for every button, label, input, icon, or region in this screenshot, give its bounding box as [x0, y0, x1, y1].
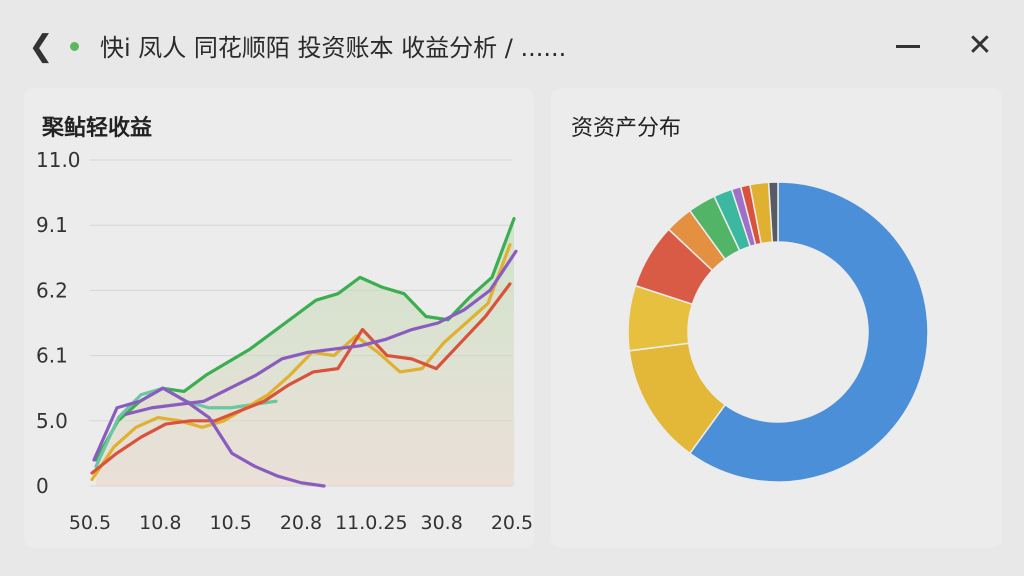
allocation-card-title: 资资产分布 — [571, 116, 682, 141]
close-button[interactable]: ✕ — [962, 28, 998, 64]
minimize-icon — [896, 45, 920, 48]
returns-line-chart: 0 5.0 6.1 6.2 9.1 11.0 50.5 10.8 10.5 20.8 11.0.25… — [36, 148, 533, 534]
window-title: 快i 凤人 同花顺陌 投资账本 收益分析 / ...... — [100, 34, 567, 62]
chevron-left-icon: ❮ — [28, 28, 54, 64]
x-tick-label: 20.8 — [280, 512, 322, 534]
returns-card: 0 5.0 6.1 6.2 9.1 11.0 50.5 10.8 10.5 20.8 11.0.25… — [24, 88, 534, 548]
y-tick-label: 9.1 — [36, 213, 68, 237]
x-tick-label: 20.5 — [491, 512, 533, 534]
x-tick-label: 30.8 — [421, 512, 463, 534]
close-icon: ✕ — [967, 28, 993, 63]
x-tick-label: 10.8 — [139, 512, 181, 534]
status-dot — [70, 42, 79, 51]
y-tick-label: 0 — [36, 474, 49, 498]
y-tick-label: 11.0 — [36, 148, 81, 172]
minimize-button[interactable] — [890, 28, 926, 64]
donut-slice — [688, 181, 929, 483]
back-button[interactable]: ❮ — [26, 28, 56, 64]
y-tick-label: 6.2 — [36, 278, 68, 302]
x-tick-label: 50.5 — [69, 512, 111, 534]
returns-card-title: 棸鲇轻收益 — [42, 116, 153, 141]
y-tick-label: 6.1 — [36, 344, 68, 368]
series-line — [124, 249, 518, 416]
series-line — [92, 386, 326, 488]
x-tick-label: 10.5 — [210, 512, 252, 534]
allocation-card: 资资产分布 — [551, 88, 1002, 548]
y-tick-label: 5.0 — [36, 409, 68, 433]
donut-slice — [767, 181, 779, 243]
series-line — [90, 282, 512, 475]
x-tick-label: 11.0.25 — [335, 512, 408, 534]
allocation-donut-chart — [627, 181, 929, 483]
series-line — [90, 243, 512, 482]
title-bar: ❮ 快i 凤人 同花顺陌 投资账本 收益分析 / ...... ✕ — [0, 0, 1024, 90]
